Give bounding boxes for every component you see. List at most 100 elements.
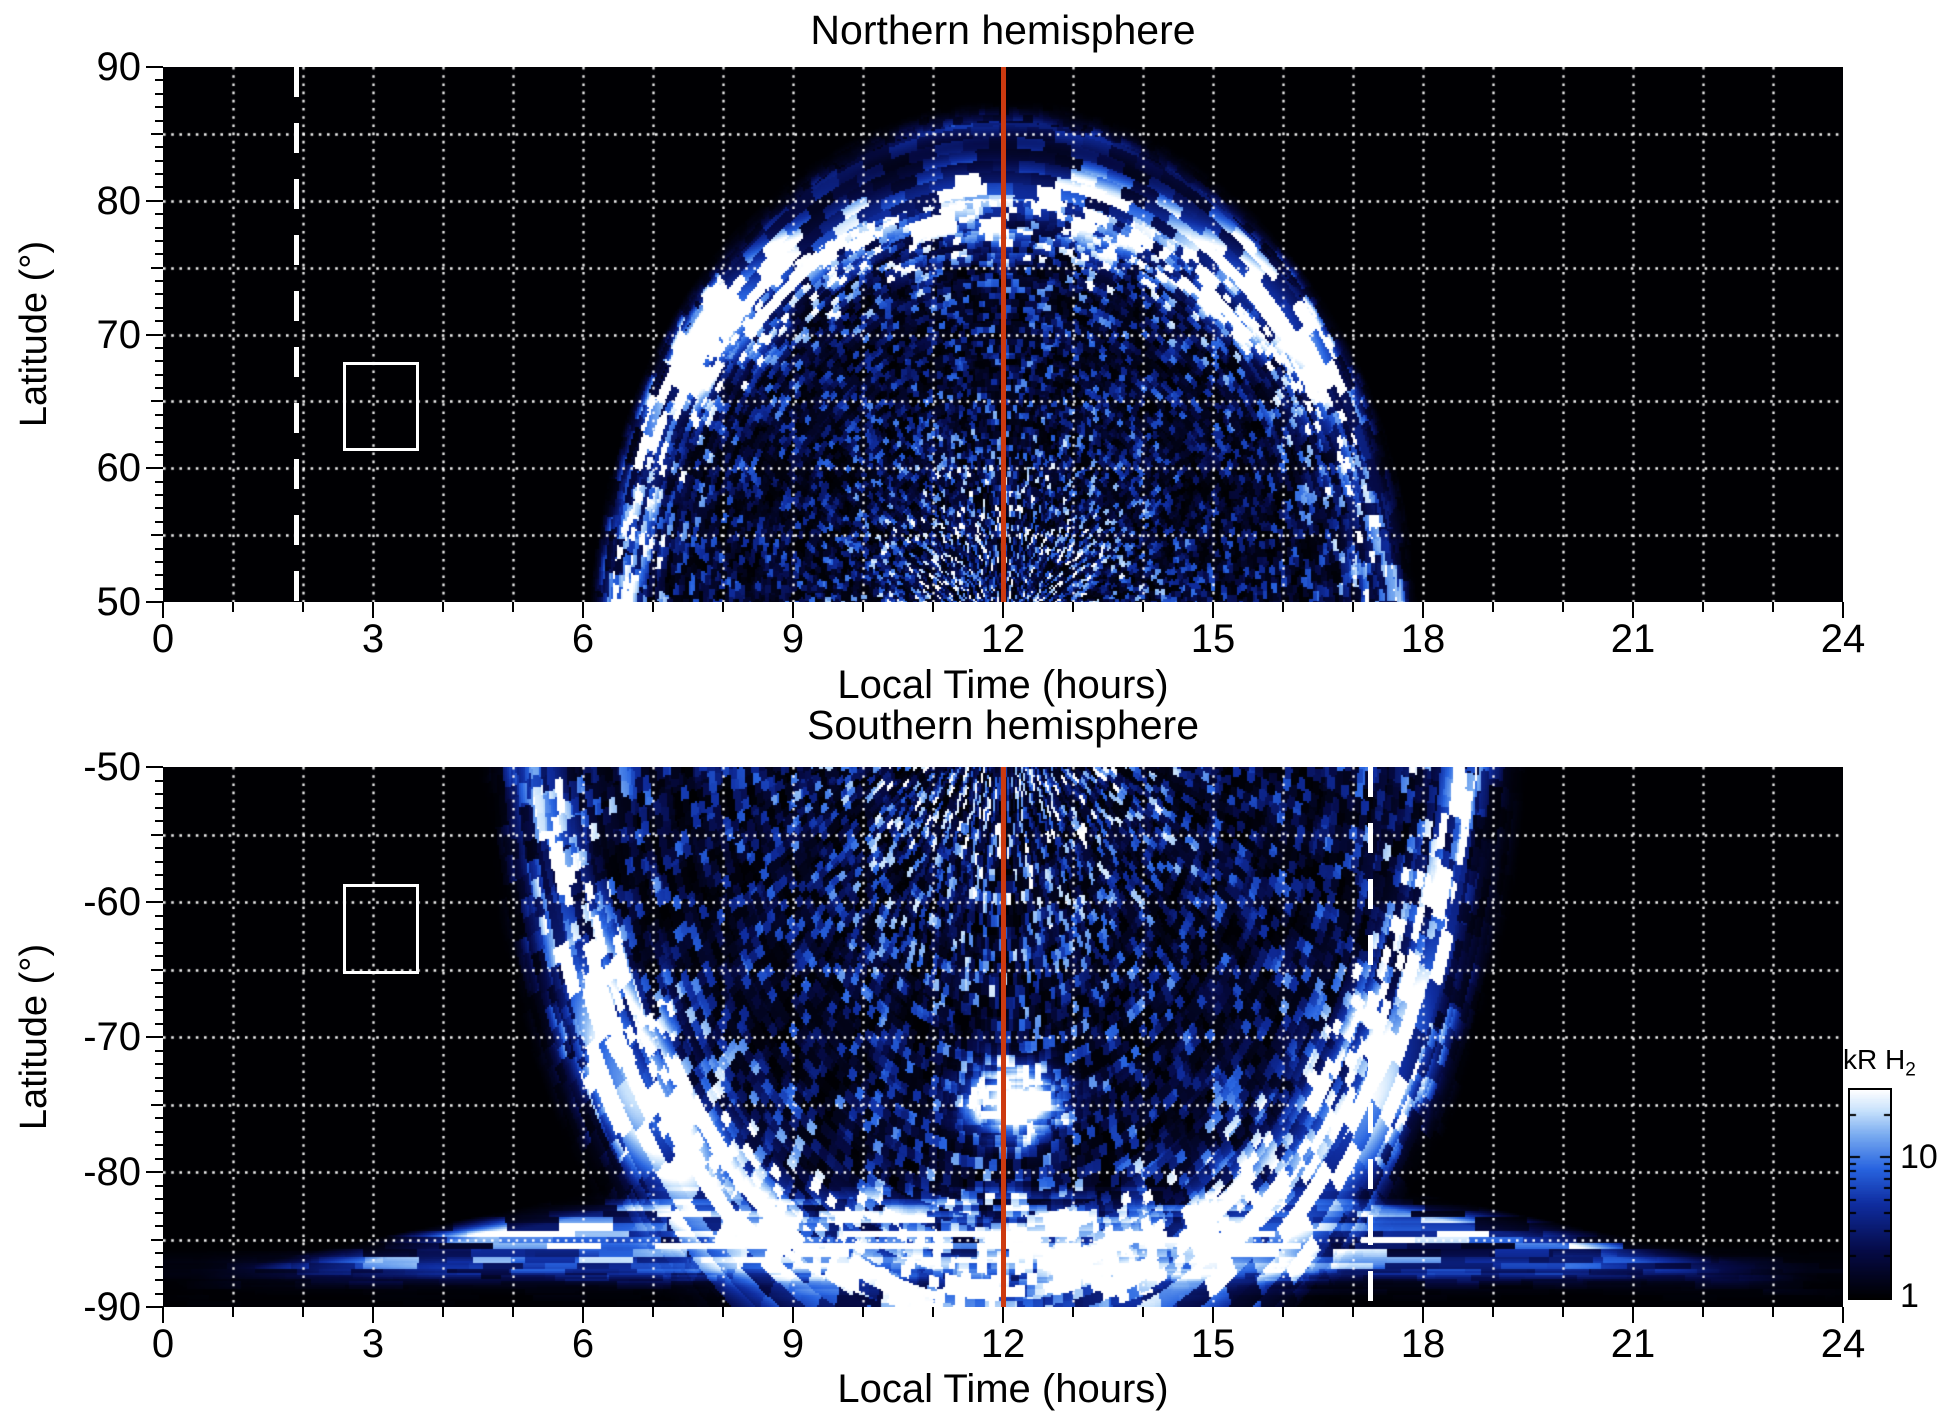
south-x-tick	[1352, 1307, 1354, 1317]
south-y-tick	[155, 914, 163, 917]
north-x-tick	[232, 602, 234, 612]
north-x-tick-label: 9	[781, 617, 805, 661]
south-x-axis-label: Local Time (hours)	[837, 1367, 1169, 1411]
south-x-tick-label: 9	[781, 1322, 805, 1366]
north-x-tick	[1142, 602, 1144, 612]
south-y-tick	[155, 1076, 163, 1079]
south-x-tick-label: 3	[361, 1322, 385, 1366]
north-y-tick	[155, 213, 163, 216]
north-x-tick	[1002, 602, 1004, 618]
south-x-tick-label: 24	[1820, 1322, 1866, 1366]
north-y-tick	[155, 280, 163, 282]
north-y-tick	[155, 413, 163, 416]
north-x-tick	[442, 602, 444, 612]
north-y-tick	[155, 560, 163, 563]
north-y-tick	[155, 293, 163, 296]
south-y-tick	[155, 1211, 163, 1214]
south-x-tick-label: 21	[1610, 1322, 1656, 1366]
north-y-tick	[155, 427, 163, 430]
south-x-tick	[1842, 1307, 1844, 1323]
south-y-tick	[155, 1265, 163, 1268]
north-y-tick	[151, 266, 163, 269]
south-y-tick	[146, 1306, 163, 1308]
colorbar-title: kR H2	[1843, 1044, 1916, 1087]
north-dashed-reference-line	[293, 67, 299, 602]
south-y-tick	[155, 1225, 163, 1227]
south-y-tick	[155, 820, 163, 822]
north-x-tick-label: 24	[1820, 617, 1866, 661]
north-x-tick	[862, 602, 864, 612]
north-x-tick	[1702, 602, 1704, 612]
south-y-tick	[155, 806, 163, 809]
south-x-tick	[722, 1307, 724, 1317]
south-y-tick	[146, 766, 163, 768]
south-y-tick	[155, 1279, 163, 1281]
north-x-tick	[582, 602, 584, 618]
colorbar-tick-label-1: 1	[1900, 1277, 1919, 1315]
south-y-tick-label: -80	[83, 1150, 141, 1194]
north-y-tick	[155, 186, 163, 189]
south-y-tick-label: -90	[83, 1285, 141, 1329]
north-y-tick	[155, 159, 163, 162]
south-x-tick	[1072, 1307, 1074, 1317]
south-y-tick	[155, 995, 163, 998]
south-y-tick	[151, 1238, 163, 1241]
south-y-tick	[155, 1157, 163, 1160]
north-y-tick	[151, 132, 163, 135]
north-noon-meridian-line	[1000, 67, 1006, 602]
south-panel-title: Southern hemisphere	[806, 702, 1200, 748]
north-x-tick	[1772, 602, 1774, 612]
south-y-tick	[151, 968, 163, 971]
south-y-tick	[155, 1022, 163, 1025]
south-x-tick	[1562, 1307, 1564, 1317]
north-y-tick	[155, 320, 163, 323]
north-x-tick	[652, 602, 654, 612]
north-y-tick	[155, 306, 163, 309]
south-x-tick	[932, 1307, 934, 1317]
north-x-tick	[1072, 602, 1074, 612]
south-x-tick	[232, 1307, 234, 1317]
north-y-tick	[155, 520, 163, 523]
north-y-tick	[151, 400, 163, 403]
north-y-tick	[155, 239, 163, 242]
north-y-tick	[146, 467, 163, 470]
colorbar-tick-label-10: 10	[1900, 1138, 1938, 1177]
south-y-tick	[155, 1198, 163, 1200]
colorbar-title-main: kR H	[1843, 1044, 1906, 1075]
north-x-tick-label: 6	[571, 617, 595, 661]
north-x-tick	[302, 602, 304, 612]
south-dashed-reference-line	[1368, 767, 1373, 1307]
north-panel-title: Northern hemisphere	[810, 7, 1196, 53]
south-y-tick	[155, 928, 163, 930]
north-y-tick	[155, 119, 163, 122]
south-x-tick-label: 0	[151, 1322, 175, 1366]
south-x-tick	[1002, 1307, 1004, 1323]
south-x-tick	[1142, 1307, 1144, 1317]
south-y-tick	[155, 1063, 163, 1065]
colorbar-frame	[1848, 1088, 1892, 1300]
south-x-tick	[512, 1307, 514, 1317]
north-x-tick	[722, 602, 724, 612]
north-y-tick-label: 60	[96, 446, 142, 491]
south-y-tick-label: -70	[83, 1015, 141, 1059]
north-x-axis-label: Local Time (hours)	[837, 663, 1169, 707]
north-highlight-box	[343, 362, 420, 452]
south-y-tick	[146, 1171, 163, 1173]
north-x-tick-label: 0	[151, 617, 175, 661]
north-y-tick	[155, 453, 163, 456]
south-x-tick	[162, 1307, 164, 1323]
north-x-tick	[162, 602, 164, 618]
north-x-tick	[1422, 602, 1424, 618]
north-y-tick	[155, 373, 163, 376]
south-y-tick	[155, 1184, 163, 1187]
south-x-tick	[862, 1307, 864, 1317]
south-x-tick-label: 12	[980, 1322, 1026, 1366]
south-y-tick-label: -50	[83, 745, 141, 789]
north-y-tick	[155, 360, 163, 363]
north-x-tick-label: 12	[980, 617, 1026, 661]
south-y-tick	[155, 1252, 163, 1254]
north-y-tick	[155, 146, 163, 149]
north-y-tick-label: 70	[96, 312, 142, 357]
south-y-tick	[155, 860, 163, 863]
north-y-tick	[155, 92, 163, 95]
